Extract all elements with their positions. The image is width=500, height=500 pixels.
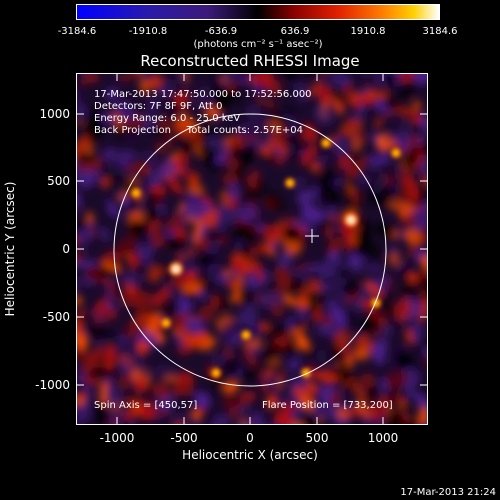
timestamp: 17-Mar-2013 21:24 xyxy=(400,487,496,498)
colorbar xyxy=(76,4,440,20)
y-tick-label: 0 xyxy=(62,242,70,256)
solar-image-plot xyxy=(76,73,428,425)
x-tick-label: -500 xyxy=(170,431,198,445)
axis-ticks xyxy=(76,73,428,425)
page-title: Reconstructed RHESSI Image xyxy=(140,52,360,70)
detectors-label: Detectors: 7F 8F 9F, Att 0 xyxy=(94,101,223,112)
x-tick-label: 1000 xyxy=(367,431,399,445)
flare-position-marker xyxy=(305,229,319,243)
flare-position-label: Flare Position = [733,200] xyxy=(262,400,393,411)
colorbar-tick: -3184.6 xyxy=(57,26,97,37)
colorbar-tick: -1910.8 xyxy=(128,26,168,37)
y-tick-label: 500 xyxy=(47,174,70,188)
time-range-label: 17-Mar-2013 17:47:50.000 to 17:52:56.000 xyxy=(94,89,312,100)
solar-limb-circle xyxy=(113,113,387,387)
x-tick-label: 0 xyxy=(246,431,254,445)
y-tick-label: -500 xyxy=(42,310,70,324)
spin-axis-label: Spin Axis = [450,57] xyxy=(94,400,198,411)
method-counts-label: Back Projection Total counts: 2.57E+04 xyxy=(94,125,303,136)
y-tick-label: -1000 xyxy=(35,378,70,392)
colorbar-tick: 3184.6 xyxy=(422,26,458,37)
bright-sources xyxy=(131,138,401,378)
colorbar-units: (photons cm⁻² s⁻¹ asec⁻²) xyxy=(193,39,323,50)
colorbar-tick: 636.9 xyxy=(280,26,310,37)
y-axis-label: Heliocentric Y (arcsec) xyxy=(3,181,17,317)
colorbar-tick: 1910.8 xyxy=(350,26,386,37)
energy-range-label: Energy Range: 6.0 - 25.0 keV xyxy=(94,113,241,124)
x-axis-label: Heliocentric X (arcsec) xyxy=(182,448,318,462)
x-tick-label: -1000 xyxy=(99,431,135,445)
colorbar-tick: -636.9 xyxy=(204,26,238,37)
y-tick-label: 1000 xyxy=(39,107,70,121)
x-tick-label: 500 xyxy=(305,431,329,445)
